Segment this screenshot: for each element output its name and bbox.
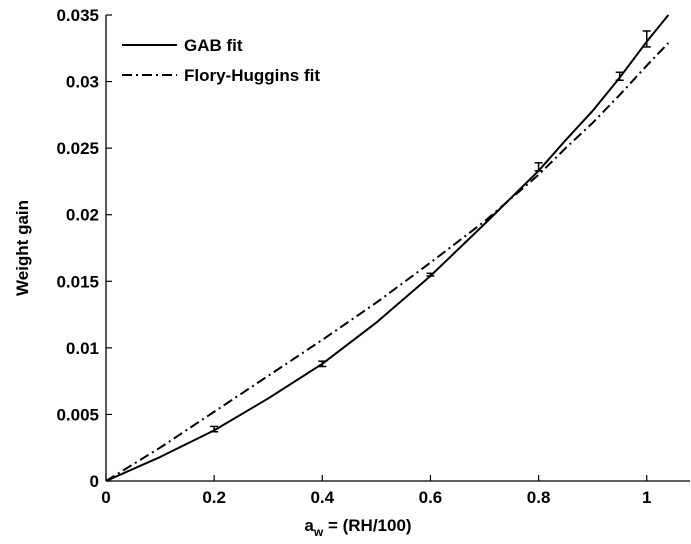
y-tick-label: 0.035 — [56, 6, 99, 25]
x-axis-label: aw = (RH/100) — [304, 516, 411, 539]
x-tick-label: 0.6 — [419, 488, 443, 507]
legend: GAB fit Flory-Huggins fit — [122, 36, 320, 85]
axes: 0 0.2 0.4 0.6 0.8 1 0 0.005 0.01 0.015 0.02 0.025 0.… — [13, 6, 690, 539]
x-tick-label: 0 — [101, 488, 110, 507]
y-tick-label: 0.025 — [56, 139, 99, 158]
x-tick-label: 0.8 — [527, 488, 551, 507]
error-bar — [615, 71, 624, 81]
error-bar — [426, 272, 435, 277]
error-bar — [642, 30, 651, 48]
legend-label-1: GAB fit — [184, 36, 243, 55]
y-tick-label: 0.02 — [66, 206, 99, 225]
x-tick-label: 0.2 — [202, 488, 226, 507]
legend-label-2: Flory-Huggins fit — [184, 66, 320, 85]
y-tick-label: 0 — [90, 472, 99, 491]
y-tick-label: 0.005 — [56, 405, 99, 424]
x-tick-label: 1 — [642, 488, 651, 507]
y-tick-label: 0.03 — [66, 73, 99, 92]
y-axis-label: Weight gain — [13, 200, 32, 296]
series-line-1 — [105, 14, 670, 482]
error-bar — [318, 360, 327, 368]
y-tick-label: 0.015 — [56, 272, 99, 291]
y-tick-label: 0.01 — [66, 339, 99, 358]
series-line-2 — [105, 42, 670, 482]
error-bar — [534, 162, 543, 172]
x-tick-label: 0.4 — [310, 488, 334, 507]
plot-area — [105, 14, 670, 482]
error-bar — [210, 425, 219, 433]
